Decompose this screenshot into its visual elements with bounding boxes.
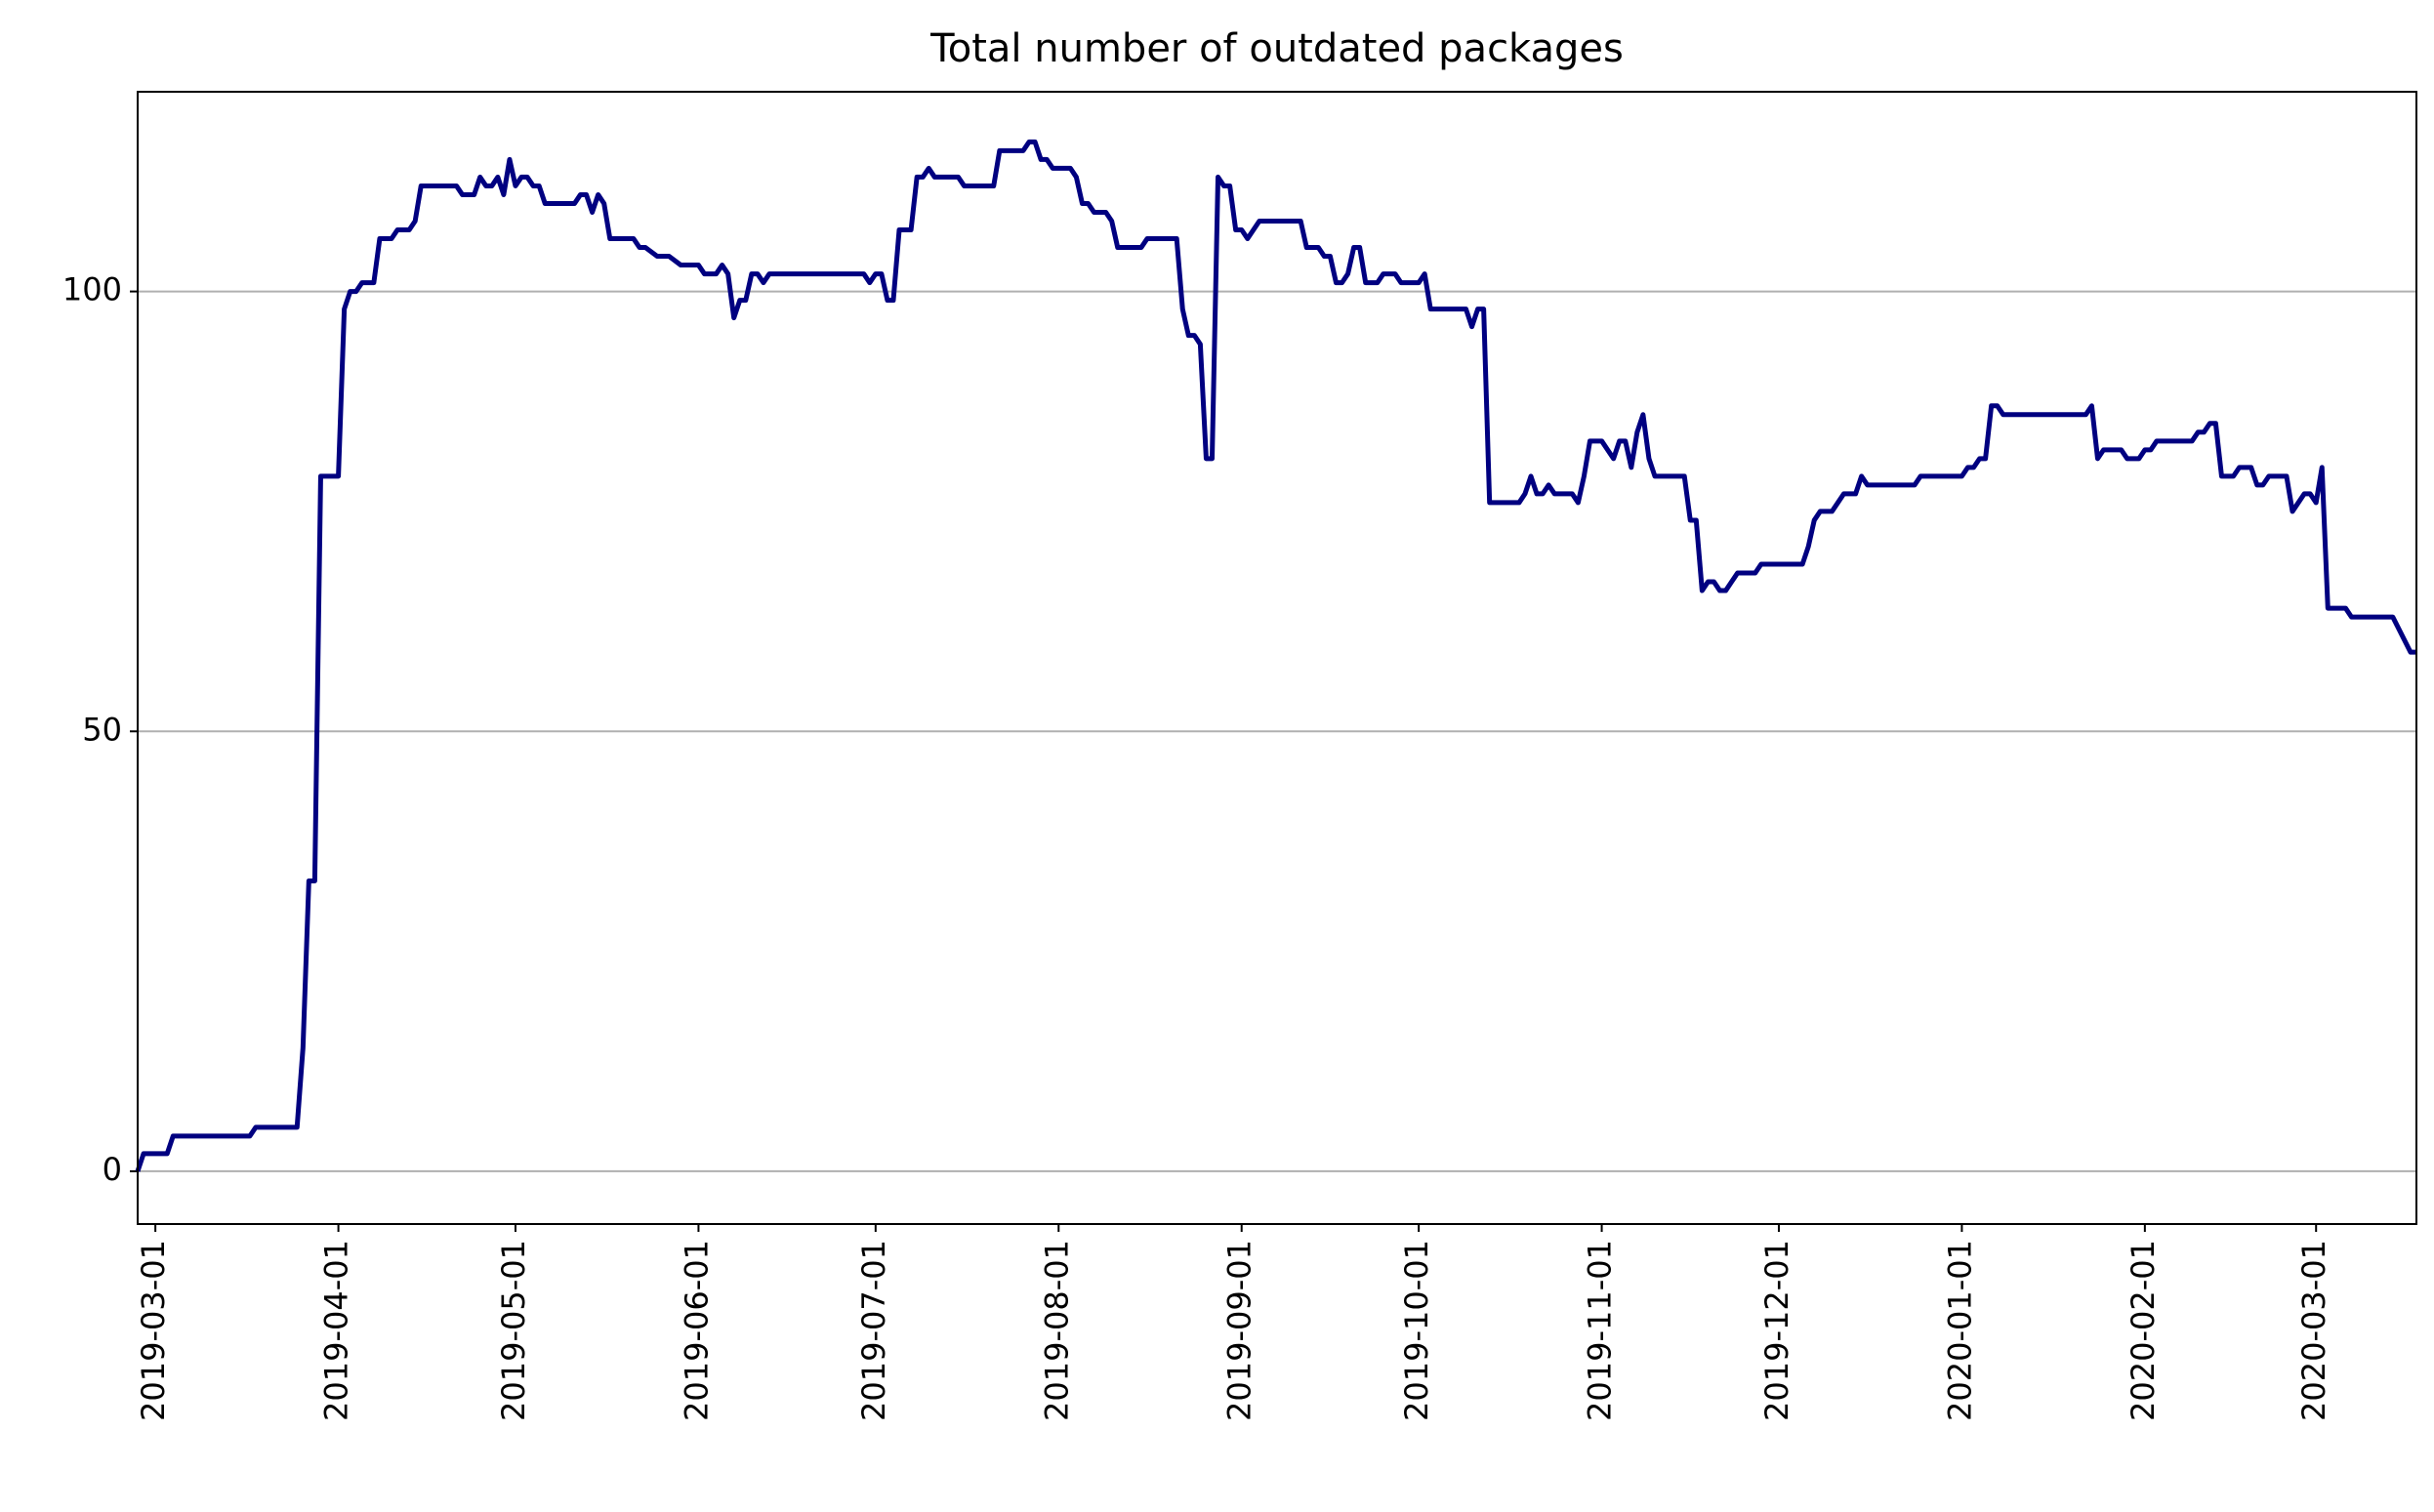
x-tick-label: 2019-11-01 [1582,1240,1619,1421]
y-tick-label: 0 [103,1151,122,1188]
x-tick-label: 2020-02-01 [2125,1240,2162,1421]
x-tick-label: 2019-04-01 [318,1240,355,1421]
x-tick-label: 2020-01-01 [1941,1240,1978,1421]
x-tick-label: 2020-03-01 [2295,1240,2332,1421]
x-tick-label: 2019-05-01 [495,1240,532,1421]
y-tick-label: 100 [62,271,122,308]
x-tick-label: 2019-08-01 [1038,1240,1075,1421]
y-tick-label: 50 [82,711,122,748]
x-tick-label: 2019-03-01 [135,1240,172,1421]
x-tick-label: 2019-12-01 [1758,1240,1795,1421]
plot-frame [137,91,2417,1225]
data-line [135,139,2416,1172]
x-tick-label: 2019-06-01 [678,1240,715,1421]
x-tick-label: 2019-09-01 [1221,1240,1258,1421]
x-tick-label: 2019-10-01 [1398,1240,1435,1421]
x-tick-label: 2019-07-01 [855,1240,892,1421]
chart-title: Total number of outdated packages [929,26,1624,71]
